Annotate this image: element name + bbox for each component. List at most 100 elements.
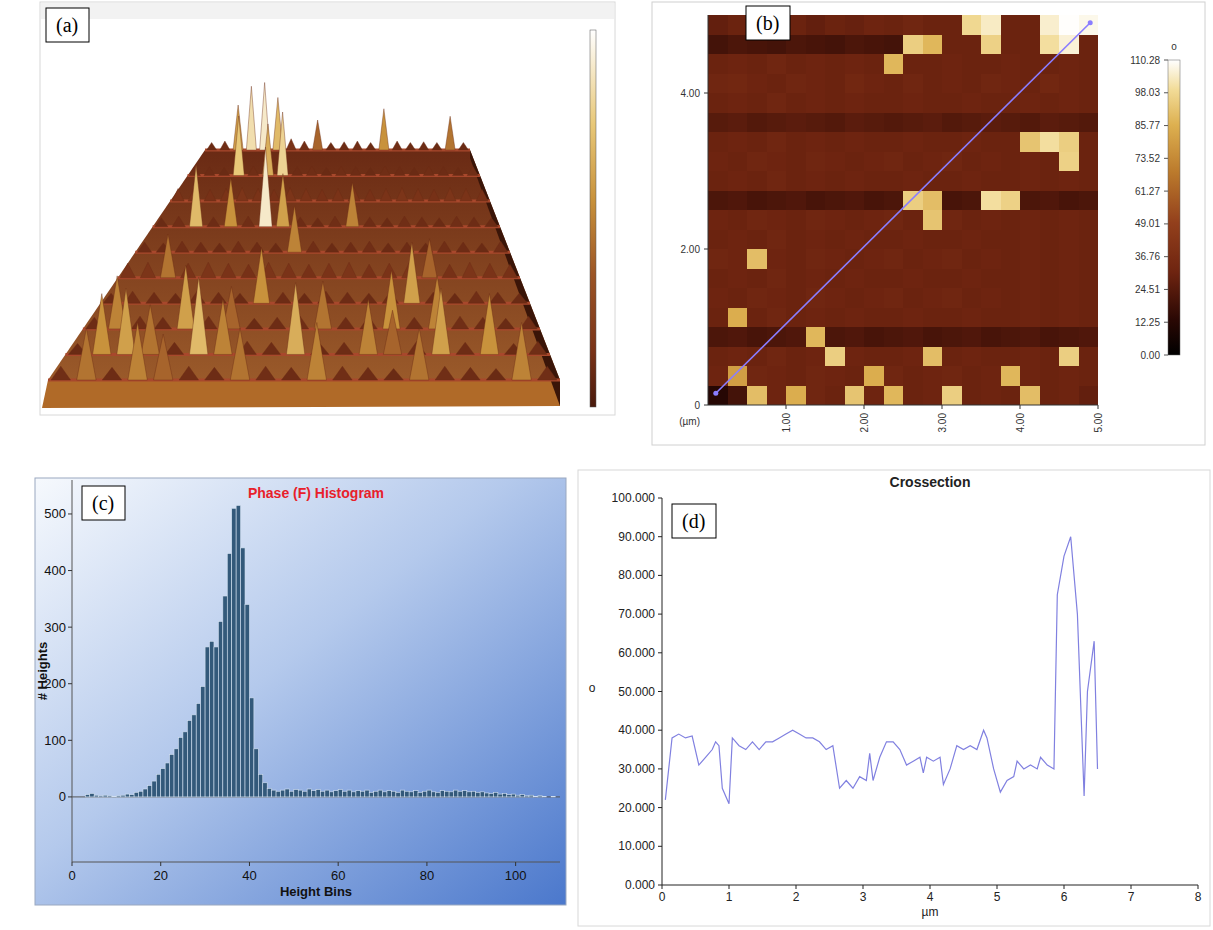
cell bbox=[923, 386, 943, 406]
cell bbox=[825, 230, 845, 250]
tick-label: 4.00 bbox=[1015, 413, 1026, 433]
series-line bbox=[665, 537, 1097, 804]
spike bbox=[146, 292, 162, 303]
cell bbox=[864, 327, 884, 347]
spike bbox=[476, 189, 488, 201]
cell bbox=[825, 366, 845, 386]
cell bbox=[708, 171, 728, 191]
cell bbox=[1079, 35, 1099, 55]
tick bbox=[426, 862, 427, 866]
bar bbox=[374, 791, 378, 797]
cell bbox=[728, 171, 748, 191]
cell bbox=[728, 327, 748, 347]
bar bbox=[391, 791, 395, 797]
spike bbox=[141, 305, 159, 355]
cell bbox=[1040, 113, 1060, 133]
cell bbox=[728, 152, 748, 172]
cell bbox=[1020, 74, 1040, 94]
spike bbox=[409, 328, 428, 380]
bar bbox=[387, 791, 391, 797]
cell bbox=[786, 327, 806, 347]
cell bbox=[806, 230, 826, 250]
bar bbox=[312, 791, 316, 797]
cell bbox=[747, 54, 767, 74]
bar bbox=[165, 763, 169, 797]
cell bbox=[747, 93, 767, 113]
tick-label: 7 bbox=[1128, 890, 1135, 904]
tick bbox=[1098, 405, 1099, 409]
cell bbox=[884, 327, 904, 347]
spike bbox=[253, 247, 269, 303]
spike bbox=[117, 288, 135, 354]
spike bbox=[382, 263, 397, 278]
bar bbox=[405, 791, 409, 797]
spike bbox=[339, 142, 349, 150]
cell bbox=[923, 366, 943, 386]
colorbar-label: 98.03 bbox=[1135, 87, 1160, 98]
cell bbox=[747, 171, 767, 191]
spike bbox=[363, 217, 376, 227]
cell bbox=[981, 249, 1001, 269]
cell bbox=[1001, 74, 1021, 94]
axis-title: µm bbox=[922, 905, 939, 919]
tick bbox=[515, 862, 516, 866]
cell bbox=[767, 171, 787, 191]
bar bbox=[320, 791, 324, 797]
cell bbox=[903, 15, 923, 35]
tick-label: 6 bbox=[1061, 890, 1068, 904]
cell bbox=[825, 35, 845, 55]
spike bbox=[422, 239, 437, 278]
tick-label: 500 bbox=[44, 506, 66, 521]
panel-label: (b) bbox=[746, 6, 790, 40]
tick bbox=[68, 740, 72, 741]
bar bbox=[272, 790, 276, 797]
ridge bbox=[153, 225, 500, 228]
spike bbox=[339, 292, 355, 303]
cell bbox=[825, 288, 845, 308]
tick bbox=[658, 730, 662, 731]
tick-label: 0 bbox=[694, 400, 700, 411]
cell bbox=[747, 230, 767, 250]
bar bbox=[147, 786, 151, 797]
x-axis bbox=[708, 405, 1098, 406]
cell bbox=[1059, 288, 1079, 308]
cell bbox=[962, 288, 982, 308]
bar bbox=[192, 715, 196, 797]
cell bbox=[864, 35, 884, 55]
cell bbox=[845, 347, 865, 367]
cell bbox=[1059, 113, 1079, 133]
cell bbox=[1059, 171, 1079, 191]
bar bbox=[218, 621, 222, 796]
bar bbox=[489, 794, 493, 797]
bar bbox=[502, 794, 506, 797]
cell bbox=[1079, 191, 1099, 211]
cell bbox=[845, 113, 865, 133]
spike bbox=[379, 166, 390, 176]
spike bbox=[233, 116, 244, 176]
cell bbox=[1059, 152, 1079, 172]
cell bbox=[845, 132, 865, 152]
tick bbox=[658, 846, 662, 847]
bar bbox=[529, 795, 533, 797]
cell bbox=[1059, 327, 1079, 347]
cell bbox=[767, 347, 787, 367]
tick-label: 1 bbox=[726, 890, 733, 904]
cell bbox=[923, 113, 943, 133]
tick bbox=[68, 683, 72, 684]
spike bbox=[204, 189, 216, 201]
tick bbox=[704, 249, 708, 250]
cell bbox=[923, 210, 943, 230]
cell bbox=[884, 35, 904, 55]
cell bbox=[864, 113, 884, 133]
cell bbox=[1040, 269, 1060, 289]
tick bbox=[704, 93, 708, 94]
tick bbox=[658, 652, 662, 653]
tick bbox=[338, 862, 339, 866]
cell bbox=[903, 249, 923, 269]
spike bbox=[275, 292, 291, 303]
spike bbox=[175, 241, 189, 252]
tick bbox=[997, 885, 998, 889]
bar bbox=[485, 793, 489, 797]
cell bbox=[1040, 249, 1060, 269]
cell bbox=[864, 249, 884, 269]
